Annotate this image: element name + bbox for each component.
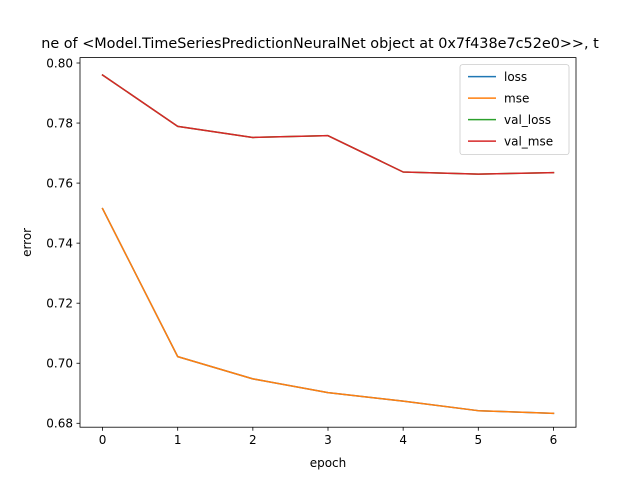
series-line-loss	[101, 207, 555, 415]
x-tick-label: 3	[324, 433, 332, 447]
x-tick-label: 4	[399, 433, 407, 447]
y-axis: 0.68 0.70 0.72 0.74 0.76 0.78 0.80	[46, 56, 80, 431]
x-tick-label: 1	[174, 433, 182, 447]
series-line-mse	[101, 207, 555, 415]
y-tick-label: 0.70	[46, 357, 73, 371]
series-line-val-mse	[101, 73, 555, 175]
legend-label-val-loss: val_loss	[504, 113, 551, 127]
y-tick-label: 0.68	[46, 417, 73, 431]
x-tick-label: 0	[99, 433, 107, 447]
y-tick-label: 0.80	[46, 56, 73, 70]
x-tick-label: 2	[249, 433, 257, 447]
x-axis-label: epoch	[310, 456, 347, 470]
chart-title: ne of <Model.TimeSeriesPredictionNeuralN…	[41, 36, 599, 52]
legend-box	[459, 64, 570, 155]
y-tick-label: 0.76	[46, 176, 73, 190]
x-tick-label: 6	[550, 433, 558, 447]
y-tick-label: 0.72	[46, 296, 73, 310]
series-layer	[101, 73, 555, 415]
y-tick-label: 0.74	[46, 236, 73, 250]
y-axis-label: error	[20, 228, 34, 257]
legend-label-mse: mse	[504, 91, 529, 105]
legend-label-val-mse: val_mse	[504, 134, 553, 148]
x-axis: 0 1 2 3 4 5 6	[99, 427, 558, 447]
legend-label-loss: loss	[504, 70, 527, 84]
x-tick-label: 5	[474, 433, 482, 447]
legend: loss mse val_loss val_mse	[459, 64, 570, 155]
y-tick-label: 0.78	[46, 116, 73, 130]
